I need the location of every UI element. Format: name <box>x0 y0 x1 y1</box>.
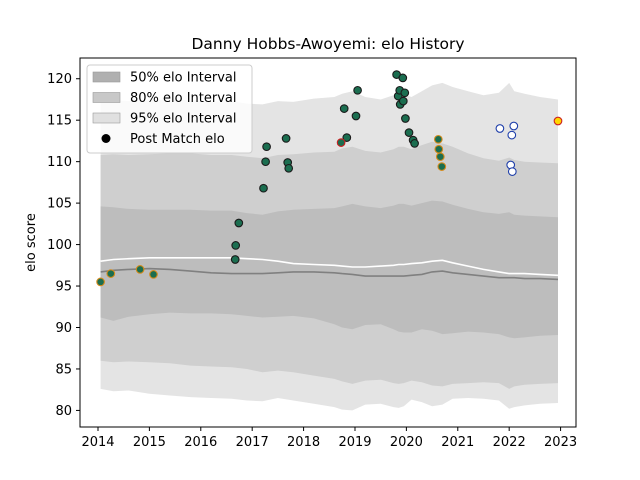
data-point <box>509 121 519 131</box>
data-point <box>149 270 158 279</box>
data-point <box>342 133 352 142</box>
x-tick-label: 2015 <box>133 435 166 450</box>
y-tick-label: 105 <box>47 197 72 212</box>
data-point <box>437 162 447 171</box>
legend-swatch-band-50 <box>92 71 121 83</box>
mean-line <box>100 257 559 277</box>
data-point <box>433 134 443 144</box>
data-point <box>281 134 291 143</box>
x-tick-label: 2022 <box>493 435 526 450</box>
x-tick-label: 2014 <box>81 435 114 450</box>
x-tick-label: 2019 <box>338 435 371 450</box>
data-point <box>230 255 240 264</box>
x-tick-label: 2018 <box>287 435 320 450</box>
y-tick-label: 80 <box>55 404 72 419</box>
y-tick-label: 100 <box>47 238 72 253</box>
legend-label: 95% elo Interval <box>130 112 237 127</box>
data-point <box>106 269 116 278</box>
data-point <box>553 116 563 126</box>
data-point <box>259 183 268 193</box>
legend-label: Post Match elo <box>130 132 225 147</box>
data-point <box>135 265 145 274</box>
data-point <box>262 142 271 152</box>
data-point <box>234 218 244 228</box>
data-point <box>284 163 294 173</box>
trend-lines <box>100 257 559 281</box>
legend-box <box>86 64 253 154</box>
x-tick-label: 2017 <box>236 435 269 450</box>
plot-frame <box>79 57 577 428</box>
data-point <box>353 85 362 95</box>
data-point <box>336 138 346 147</box>
data-point <box>435 152 445 162</box>
data-point <box>398 96 408 106</box>
legend-marker <box>101 134 111 143</box>
y-tick-label: 115 <box>47 114 72 129</box>
y-tick-label: 110 <box>47 155 72 170</box>
x-axis: 2014 2015 2016 2017 2018 2019 2020 2021 2022 2023 <box>81 427 577 450</box>
y-tick-label: 95 <box>55 280 72 295</box>
chart-title: Danny Hobbs-Awoyemi: elo History <box>191 35 464 53</box>
data-point <box>261 157 270 167</box>
x-tick-label: 2023 <box>544 435 577 450</box>
data-point <box>400 88 410 98</box>
band-50 <box>100 200 558 339</box>
legend-label: 80% elo Interval <box>130 91 237 106</box>
y-tick-label: 85 <box>55 362 72 377</box>
data-point <box>351 111 361 121</box>
data-point <box>495 124 505 133</box>
legend-swatch-band-95 <box>92 112 121 124</box>
y-tick-label: 90 <box>55 321 72 336</box>
data-points <box>96 70 563 287</box>
y-tick-label: 120 <box>47 72 72 87</box>
data-point <box>96 277 105 287</box>
data-point <box>410 139 419 148</box>
x-tick-label: 2020 <box>390 435 423 450</box>
x-tick-label: 2016 <box>184 435 217 450</box>
legend-swatch-band-80 <box>92 92 121 103</box>
y-axis: 80 85 90 95 100 105 110 115 120 <box>47 72 80 419</box>
data-point <box>398 73 408 83</box>
median-line <box>100 267 559 281</box>
data-point <box>231 241 241 250</box>
legend: 50% elo Interval 80% elo Interval 95% elo … <box>86 64 253 154</box>
data-point <box>507 130 517 140</box>
y-axis-label: elo score <box>24 213 39 272</box>
data-point <box>401 114 410 123</box>
x-tick-label: 2021 <box>441 435 474 450</box>
data-point <box>507 167 517 176</box>
data-point <box>434 144 444 154</box>
data-point <box>339 104 349 113</box>
legend-label: 50% elo Interval <box>130 71 237 86</box>
data-point <box>404 128 414 137</box>
